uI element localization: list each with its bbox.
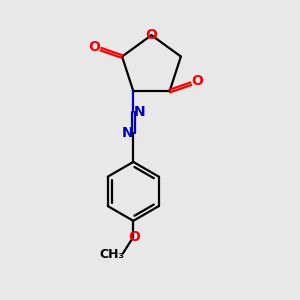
Text: CH₃: CH₃ <box>99 248 124 261</box>
Text: N: N <box>122 127 133 140</box>
Text: O: O <box>88 40 100 54</box>
Text: O: O <box>128 230 140 244</box>
Text: N: N <box>134 105 145 119</box>
Text: O: O <box>146 28 158 42</box>
Text: O: O <box>191 74 203 88</box>
